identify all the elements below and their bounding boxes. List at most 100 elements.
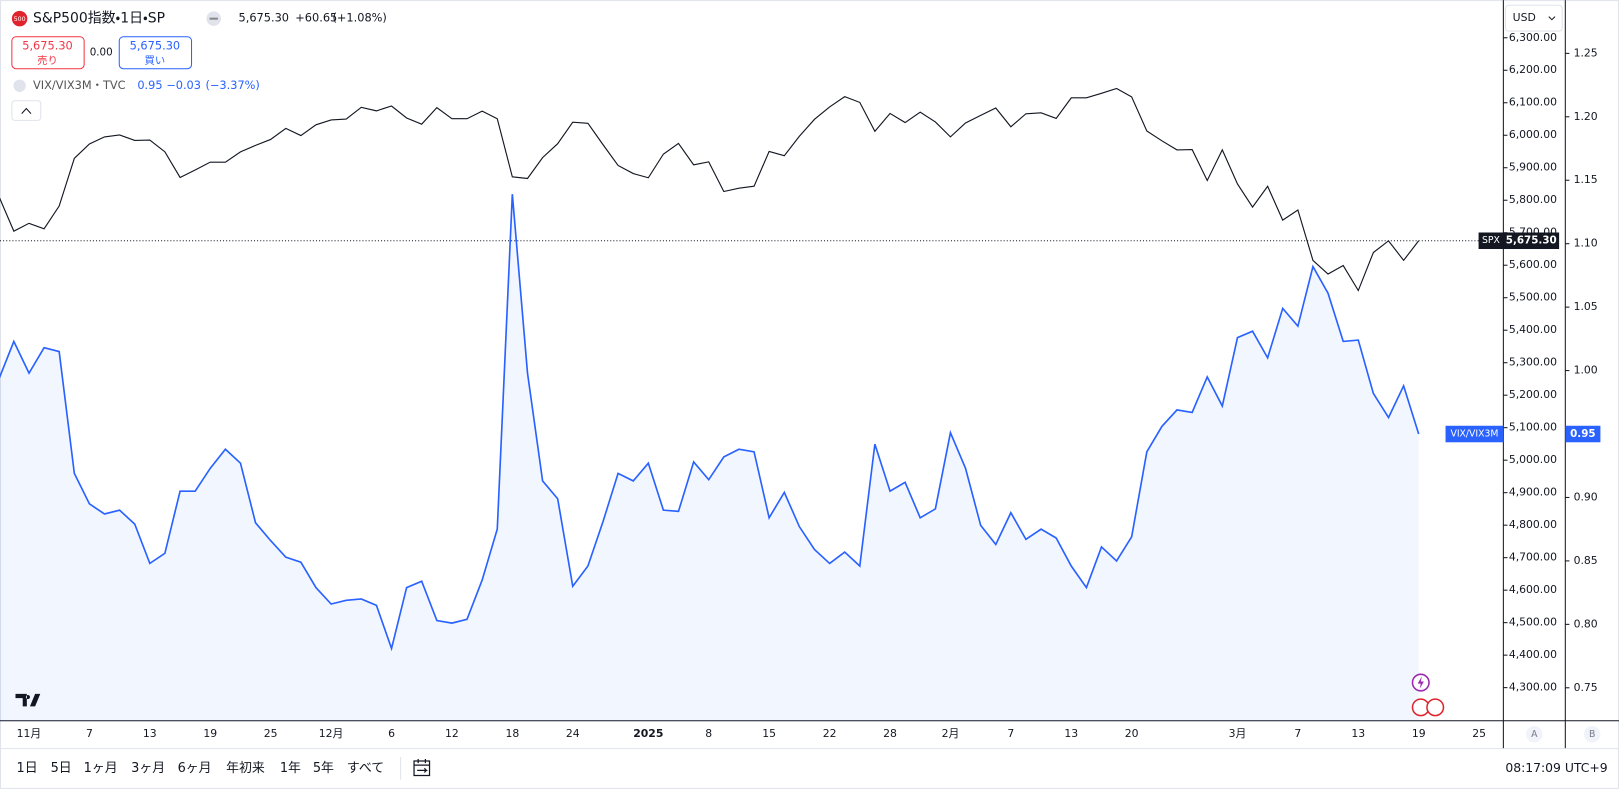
range-button[interactable]: 3ヶ月 [131,761,165,776]
y2-tick-label: 1.25 [1574,46,1598,59]
second-price: 0.95 [137,78,162,92]
scale-button[interactable] [1526,725,1543,743]
status-icon [209,17,218,20]
scale-button[interactable] [1583,725,1601,743]
x-tick-label: 15 [762,727,776,740]
x-tick-label: 12月 [319,727,344,740]
x-tick-label: 13 [1351,727,1365,740]
y-tick-label: 4,700.00 [1509,551,1557,564]
range-button[interactable]: 5日 [51,761,72,776]
spread: 0.00 [90,47,113,59]
x-tick-label: 7 [86,727,93,740]
date-range-button[interactable] [413,758,431,777]
y-tick-label: 4,300.00 [1509,681,1557,694]
y-tick-label: 5,500.00 [1509,291,1557,304]
x-tick-label: 7 [1007,727,1014,740]
x-tick-label: 13 [143,727,157,740]
series-tag [1478,232,1504,250]
buy-button[interactable] [118,36,193,70]
dropdown-icon [1548,16,1556,21]
x-tick-label: 25 [264,727,278,740]
y2-tick-label: 1.20 [1574,110,1598,123]
y-tick-label: 5,300.00 [1509,356,1557,369]
last-value-label: 5,675.30 [1506,235,1557,247]
range-button[interactable]: 1日 [17,761,38,776]
x-tick-label: 19 [1412,727,1426,740]
collapse-icon [21,107,32,114]
x-tick-label: 6 [388,727,395,740]
y2-tick-label: 1.15 [1574,173,1598,186]
last-value-tag [1565,425,1601,443]
y-tick-label: 5,800.00 [1509,193,1557,206]
x-tick-label: 20 [1125,727,1139,740]
x-tick-label: 24 [566,727,580,740]
scale-button-label: B [1589,729,1595,740]
last-value-label: 0.95 [1570,428,1595,440]
series-tag-label: VIX/VIX3M [1450,429,1498,440]
y-tick-label: 5,900.00 [1509,161,1557,174]
range-button[interactable]: 5年 [313,761,334,776]
x-tick-label: 12 [445,727,459,740]
last-value-tag [1503,232,1560,250]
scale-button-label: A [1531,729,1538,740]
y2-tick-label: 0.80 [1574,617,1598,630]
y-tick-label: 4,400.00 [1509,648,1557,661]
x-tick-label: 19 [203,727,217,740]
y-tick-label: 5,600.00 [1509,258,1557,271]
y-tick-label: 4,900.00 [1509,486,1557,499]
x-tick-label: 11月 [17,727,42,740]
price: 5,675.30 [239,11,290,25]
logo [11,10,28,27]
range-button[interactable]: 6ヶ月 [178,761,212,776]
y2-tick-label: 1.05 [1574,300,1598,313]
tv-logo [15,693,41,707]
x-tick-label: 3月 [1229,727,1247,740]
sell-button[interactable] [11,36,85,70]
buy-label: 買い [145,55,166,67]
change-pct: (+1.08%) [332,11,386,25]
x-tick-label: 7 [1294,727,1301,740]
y-tick-label: 4,500.00 [1509,616,1557,629]
plot [0,87,1420,721]
x-tick-label: 22 [823,727,837,740]
sell-label: 売り [37,54,58,67]
event-icon [1426,698,1445,717]
y2-tick-label: 0.75 [1574,681,1598,694]
ui: 500 S&P500指数・1日・SP 5,675.30 +60.65 (+1.0… [11,10,1445,717]
y-tick-label: 6,100.00 [1509,96,1557,109]
x-tick-label: 18 [505,727,519,740]
second-change-pct: (−3.37%) [205,78,259,92]
line [0,87,1420,292]
y-tick-label: 6,200.00 [1509,63,1557,76]
clock: 08:17:09 UTC+9 [1505,760,1607,775]
x-tick-label: 28 [883,727,897,740]
x-tick-label: 2025 [633,727,663,740]
y2-tick-label: 1.00 [1574,364,1598,377]
symbol-icon [13,79,26,92]
currency-button[interactable] [1504,4,1563,32]
series-tag [1445,425,1504,443]
collapse-button[interactable] [11,100,42,121]
y-tick-label: 5,400.00 [1509,323,1557,336]
change: +60.65 [295,11,337,25]
range-button[interactable]: 年初来 [226,760,265,776]
y-tick-label: 6,000.00 [1509,128,1557,141]
y-tick-label: 6,300.00 [1509,31,1557,44]
y2-tick-label: 1.10 [1574,237,1598,250]
x-tick-label: 13 [1064,727,1078,740]
range-button[interactable]: 1ヶ月 [84,761,118,776]
area [0,194,1419,721]
second-title[interactable]: VIX/VIX3M・TVC [33,78,126,92]
x-tick-label: 25 [1472,727,1486,740]
y-tick-label: 5,000.00 [1509,453,1557,466]
buy-price: 5,675.30 [130,39,181,53]
range-button[interactable]: 1年 [280,761,301,776]
range-button[interactable]: すべて [347,761,384,776]
y-tick-label: 4,800.00 [1509,518,1557,531]
y-tick-label: 4,600.00 [1509,583,1557,596]
symbol-title[interactable]: S&P500指数・1日・SP [33,11,165,27]
